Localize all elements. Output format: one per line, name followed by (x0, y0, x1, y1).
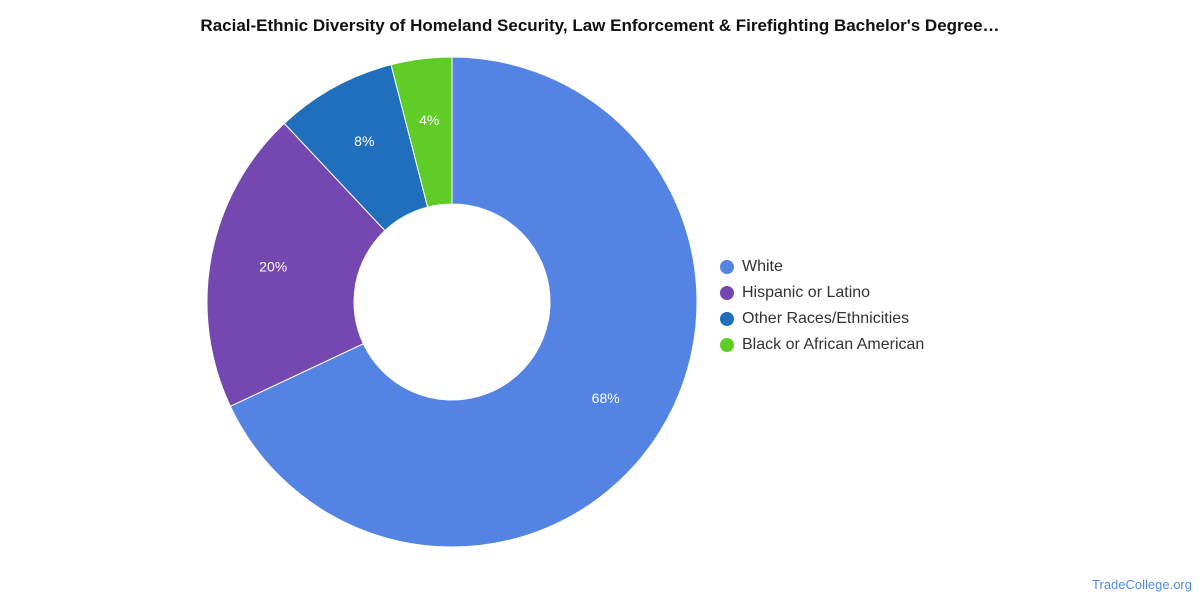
slice-black-or-african-american[interactable] (390, 56, 453, 208)
slice-label-hispanic-or-latino: 20% (259, 259, 287, 275)
slice-hispanic-or-latino[interactable] (206, 122, 386, 407)
legend-label: Black or African American (742, 336, 925, 353)
legend-item-white[interactable]: White (720, 254, 924, 280)
chart-title: Racial-Ethnic Diversity of Homeland Secu… (200, 16, 1000, 35)
slice-label-black-or-african-american: 4% (419, 112, 439, 128)
legend-swatch (720, 260, 734, 274)
slice-white[interactable] (229, 56, 698, 548)
slice-label-white: 68% (592, 390, 620, 406)
legend-label: White (742, 258, 783, 275)
legend-item-black-or-african-american[interactable]: Black or African American (720, 332, 924, 358)
slice-label-other-races-ethnicities: 8% (354, 133, 374, 149)
legend-swatch (720, 286, 734, 300)
slice-labels-group: 68% 20% 8% 4% (259, 112, 620, 406)
legend-label: Hispanic or Latino (742, 284, 871, 301)
slices-group (206, 56, 698, 548)
watermark: TradeCollege.org (1092, 577, 1192, 592)
legend-swatch (720, 312, 734, 326)
legend-swatch (720, 338, 734, 352)
legend: White Hispanic or Latino Other Races/Eth… (720, 254, 924, 358)
legend-item-other-races[interactable]: Other Races/Ethnicities (720, 306, 924, 332)
legend-item-hispanic-or-latino[interactable]: Hispanic or Latino (720, 280, 924, 306)
legend-label: Other Races/Ethnicities (742, 310, 910, 327)
